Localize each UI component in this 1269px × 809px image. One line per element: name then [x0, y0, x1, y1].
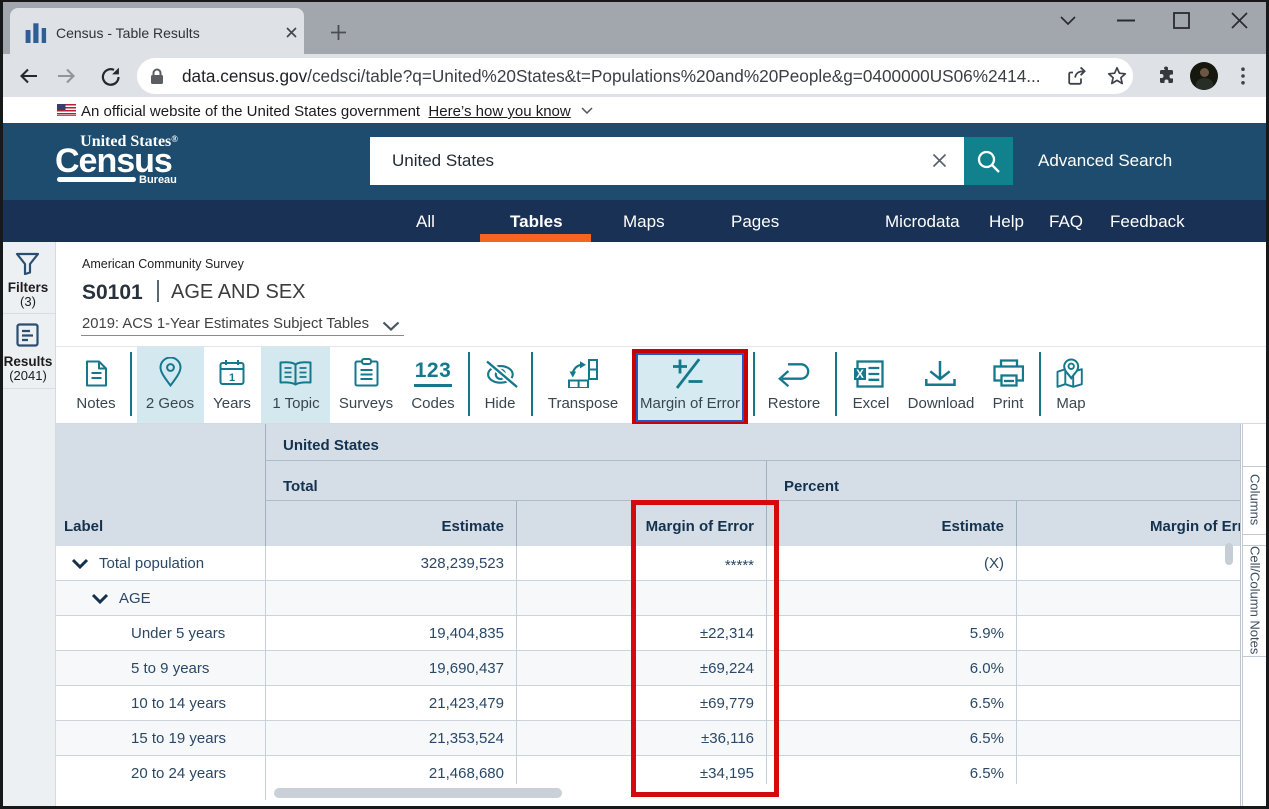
svg-text:1: 1 [229, 372, 235, 384]
svg-text:X: X [856, 369, 864, 381]
